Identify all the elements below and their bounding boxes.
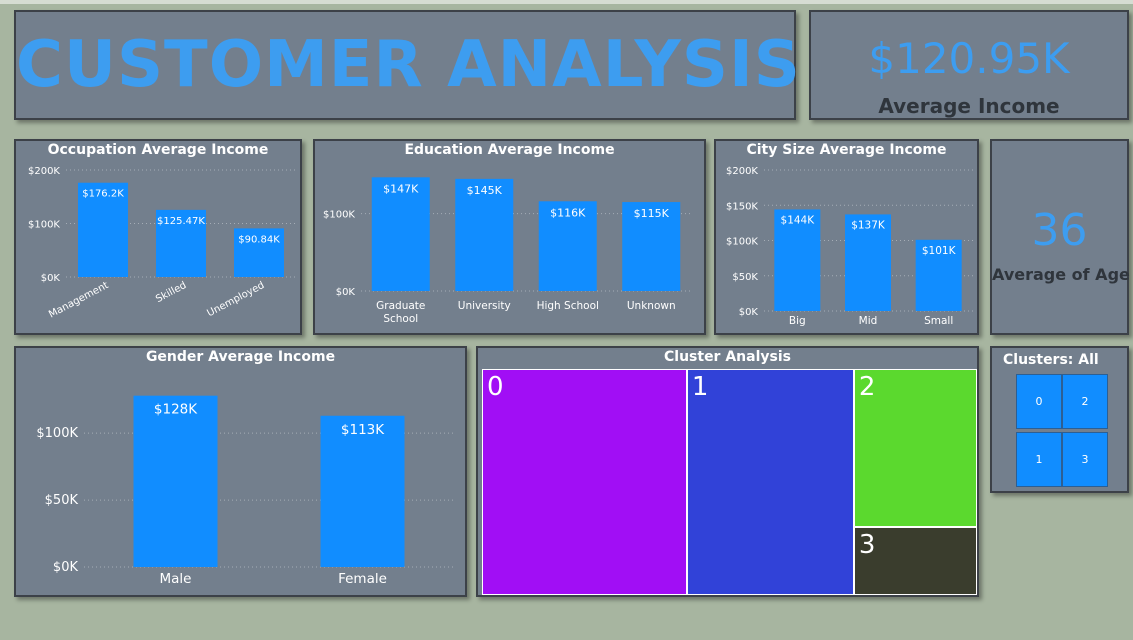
treemap-tile-cluster-0[interactable]: 0 bbox=[482, 369, 687, 595]
y-tick-label: $200K bbox=[726, 166, 758, 177]
x-tick-label: Skilled bbox=[154, 280, 188, 305]
slicer-option-2[interactable]: 2 bbox=[1062, 374, 1108, 429]
x-tick-label: Management bbox=[47, 280, 110, 321]
kpi-income-value: $120.95K bbox=[868, 34, 1070, 83]
data-label: $90.84K bbox=[238, 234, 280, 245]
bar bbox=[156, 209, 206, 277]
data-label: $137K bbox=[851, 219, 886, 231]
bar bbox=[538, 201, 597, 291]
cluster-treemap-title: Cluster Analysis bbox=[664, 349, 791, 365]
bar bbox=[320, 415, 405, 567]
treemap-tile-label: 0 bbox=[487, 372, 504, 402]
bar bbox=[78, 182, 128, 277]
top-strip bbox=[0, 0, 1133, 4]
occupation-chart-panel[interactable]: Occupation Average Income $0K $100K $200K $… bbox=[14, 139, 302, 335]
gender-chart-panel[interactable]: Gender Average Income $0K $50K $100K $128K M… bbox=[14, 346, 467, 597]
citysize-chart-panel[interactable]: City Size Average Income $0K $50K $100K $15… bbox=[714, 139, 979, 335]
cluster-treemap: 0 1 2 3 bbox=[482, 369, 977, 595]
x-tick-label: Small bbox=[924, 315, 953, 327]
education-chart-panel[interactable]: Education Average Income $0K $100K $147K Gr… bbox=[313, 139, 706, 335]
y-tick-label: $50K bbox=[732, 272, 758, 283]
kpi-age-card[interactable]: 36 Average of Age bbox=[990, 139, 1130, 335]
bar bbox=[845, 214, 891, 311]
y-tick-label: $150K bbox=[726, 201, 758, 212]
x-tick-label: Graduate bbox=[376, 300, 425, 312]
data-label: $147K bbox=[383, 182, 419, 195]
x-tick-label: Male bbox=[160, 571, 192, 587]
bar bbox=[455, 178, 514, 291]
y-tick-label: $100K bbox=[323, 210, 355, 221]
kpi-age-label: Average of Age bbox=[992, 265, 1130, 284]
citysize-chart: $0K $50K $100K $150K $200K $144K Big $137K Mid $1… bbox=[726, 166, 974, 327]
data-label: $144K bbox=[781, 214, 816, 226]
x-tick-label: Unknown bbox=[627, 300, 676, 312]
kpi-income-label: Average Income bbox=[878, 94, 1060, 118]
title-panel: CUSTOMER ANALYSIS bbox=[14, 10, 801, 120]
y-tick-label: $0K bbox=[41, 273, 61, 284]
slicer-option-1[interactable]: 1 bbox=[1016, 432, 1062, 487]
bar bbox=[622, 202, 681, 291]
occupation-chart: $0K $100K $200K $176.2K Management $125.47K Sk… bbox=[28, 166, 298, 321]
treemap-tile-cluster-2[interactable]: 2 bbox=[853, 369, 977, 527]
data-label: $176.2K bbox=[82, 189, 124, 200]
data-label: $116K bbox=[550, 206, 586, 219]
cluster-treemap-panel[interactable]: Cluster Analysis 0 1 2 3 bbox=[476, 346, 979, 597]
citysize-chart-title: City Size Average Income bbox=[746, 142, 947, 158]
y-tick-label: $100K bbox=[36, 426, 78, 441]
gender-chart: $0K $50K $100K $128K Male $113K Female bbox=[36, 395, 456, 587]
data-label: $145K bbox=[467, 184, 503, 197]
treemap-tile-label: 1 bbox=[691, 372, 709, 402]
x-tick-label: Unemployed bbox=[205, 280, 266, 319]
x-tick-label: School bbox=[383, 313, 418, 325]
bar bbox=[234, 228, 284, 277]
kpi-age-value: 36 bbox=[1031, 205, 1088, 256]
slicer-option-0[interactable]: 0 bbox=[1016, 374, 1062, 429]
treemap-tile-label: 2 bbox=[858, 372, 876, 402]
y-tick-label: $0K bbox=[53, 560, 79, 575]
cluster-slicer[interactable]: Clusters: All 0 2 1 3 bbox=[990, 346, 1129, 493]
treemap-tile-cluster-3[interactable]: 3 bbox=[853, 526, 977, 595]
y-tick-label: $50K bbox=[45, 493, 79, 508]
x-tick-label: High School bbox=[537, 300, 599, 312]
education-chart-title: Education Average Income bbox=[404, 142, 615, 158]
treemap-tile-label: 3 bbox=[858, 529, 876, 560]
treemap-tile-cluster-1[interactable]: 1 bbox=[686, 369, 854, 595]
x-tick-label: Mid bbox=[859, 315, 878, 327]
occupation-chart-title: Occupation Average Income bbox=[47, 142, 269, 158]
y-tick-label: $100K bbox=[726, 237, 758, 248]
data-label: $113K bbox=[341, 422, 385, 438]
bar bbox=[915, 239, 962, 311]
y-tick-label: $0K bbox=[739, 307, 759, 318]
slicer-title: Clusters: All bbox=[1003, 352, 1099, 368]
bar bbox=[774, 209, 821, 311]
slicer-option-3[interactable]: 3 bbox=[1062, 432, 1108, 487]
y-tick-label: $200K bbox=[28, 166, 60, 177]
gender-chart-title: Gender Average Income bbox=[145, 349, 336, 365]
data-label: $128K bbox=[154, 402, 198, 418]
y-tick-label: $0K bbox=[336, 287, 356, 298]
x-tick-label: Big bbox=[789, 315, 806, 327]
x-tick-label: University bbox=[458, 300, 511, 312]
data-label: $101K bbox=[922, 245, 957, 257]
x-tick-label: Female bbox=[338, 571, 387, 587]
dashboard-title: CUSTOMER ANALYSIS bbox=[16, 28, 801, 102]
bar bbox=[133, 395, 218, 567]
kpi-income-card[interactable]: $120.95K Average Income bbox=[809, 10, 1129, 120]
y-tick-label: $100K bbox=[28, 220, 60, 231]
bar bbox=[371, 177, 430, 291]
data-label: $125.47K bbox=[157, 216, 205, 227]
data-label: $115K bbox=[634, 207, 670, 220]
